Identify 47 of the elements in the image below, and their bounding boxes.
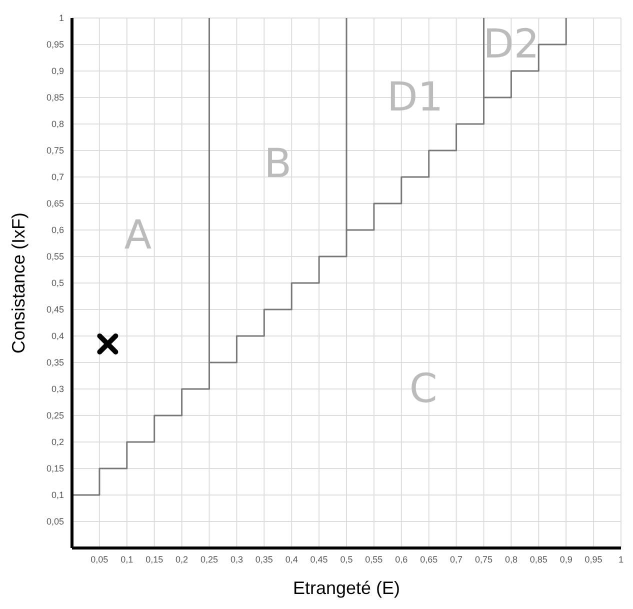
y-tick-label: 0,05 bbox=[46, 516, 64, 527]
x-tick-label: 0,85 bbox=[530, 554, 548, 564]
y-tick-label: 0,6 bbox=[51, 225, 64, 236]
y-tick-label: 0,3 bbox=[51, 384, 64, 394]
y-tick-label: 0,45 bbox=[46, 304, 64, 315]
x-tick-label: 0,4 bbox=[285, 554, 298, 564]
x-tick-label: 0,65 bbox=[420, 554, 438, 564]
y-tick-label: 0,65 bbox=[46, 198, 64, 209]
y-tick-label: 0,2 bbox=[51, 437, 64, 448]
y-tick-label: 0,25 bbox=[46, 410, 64, 421]
x-tick-label: 0,6 bbox=[395, 554, 408, 564]
x-tick-label: 0,5 bbox=[340, 554, 353, 564]
annotation: D2 bbox=[483, 22, 540, 68]
y-axis-title: Consistance (IxF) bbox=[8, 212, 28, 354]
x-tick-label: 0,9 bbox=[560, 554, 572, 564]
x-tick-label: 0,75 bbox=[474, 554, 493, 564]
x-tick-label: 0,95 bbox=[584, 554, 602, 564]
y-tick-label: 0,35 bbox=[46, 358, 64, 368]
x-tick-label: 0,45 bbox=[310, 554, 328, 564]
annotation: C bbox=[409, 366, 438, 412]
x-axis-title: Etrangeté (E) bbox=[292, 578, 400, 598]
x-tick-label: 0,7 bbox=[450, 554, 463, 564]
y-tick-label: 0,1 bbox=[51, 490, 64, 500]
x-tick-label: 0,1 bbox=[120, 554, 134, 564]
x-tick-label: 0,05 bbox=[90, 554, 108, 564]
y-tick-label: 0,85 bbox=[46, 92, 64, 103]
x-tick-label: 0,2 bbox=[176, 554, 188, 564]
y-tick-label: 1 bbox=[58, 13, 64, 24]
y-tick-label: 0,8 bbox=[51, 119, 64, 130]
x-tick-label: 0,3 bbox=[230, 554, 243, 564]
y-tick-label: 0,95 bbox=[46, 40, 64, 50]
x-tick-label: 1 bbox=[618, 554, 624, 564]
x-tick-label: 0,25 bbox=[200, 554, 218, 564]
annotation: B bbox=[264, 140, 292, 187]
x-tick-label: 0,35 bbox=[255, 554, 273, 564]
x-tick-label: 0,8 bbox=[504, 554, 518, 564]
y-tick-label: 0,7 bbox=[51, 172, 64, 182]
y-tick-label: 0,55 bbox=[46, 252, 64, 262]
y-tick-label: 0,75 bbox=[46, 146, 64, 156]
x-tick-label: 0,55 bbox=[365, 554, 383, 564]
annotation: A bbox=[124, 212, 152, 258]
x-tick-label: 0,15 bbox=[146, 554, 164, 564]
y-tick-label: 0,4 bbox=[51, 331, 64, 342]
y-tick-label: 0,9 bbox=[51, 66, 64, 76]
annotation: D1 bbox=[387, 74, 444, 120]
y-tick-label: 0,5 bbox=[51, 278, 64, 288]
y-tick-label: 0,15 bbox=[46, 464, 64, 474]
